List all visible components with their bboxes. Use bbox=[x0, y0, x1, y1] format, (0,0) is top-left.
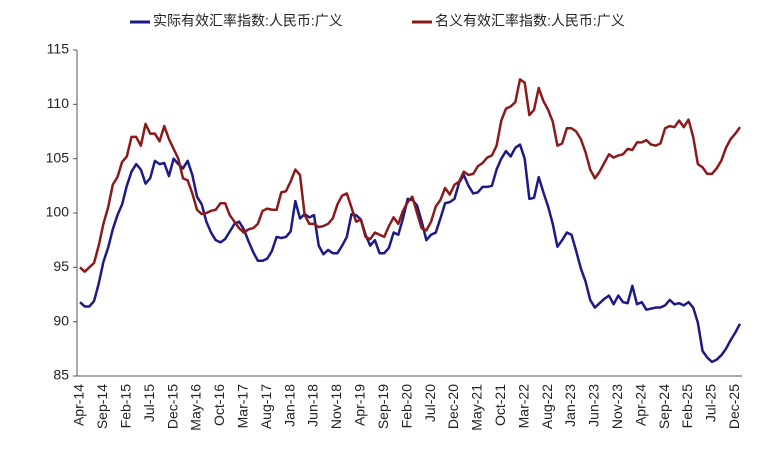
x-tick-label: Jan-23 bbox=[562, 384, 578, 427]
x-tick-label: Aug-22 bbox=[539, 384, 555, 429]
x-tick-label: Jan-18 bbox=[281, 384, 297, 427]
x-tick-label: Aug-17 bbox=[258, 384, 274, 429]
x-tick-label: Apr-24 bbox=[632, 384, 648, 426]
line bbox=[79, 78, 742, 273]
y-tick-label: 100 bbox=[46, 204, 70, 220]
x-tick-label: Dec-25 bbox=[726, 384, 742, 429]
y-tick-label: 90 bbox=[53, 312, 69, 328]
x-tick-label: May-21 bbox=[469, 384, 485, 431]
legend-label: 实际有效汇率指数:人民币:广义 bbox=[153, 13, 343, 29]
x-tick-label: Nov-23 bbox=[609, 384, 625, 429]
x-tick-label: Feb-25 bbox=[679, 384, 695, 429]
x-tick-label: Mar-22 bbox=[515, 384, 531, 429]
y-tick-label: 85 bbox=[53, 367, 69, 383]
x-tick-label: Jun-23 bbox=[586, 384, 602, 427]
legend-label: 名义有效汇率指数:人民币:广义 bbox=[435, 13, 625, 29]
x-tick-label: Jul-20 bbox=[422, 384, 438, 422]
x-tick-label: Oct-16 bbox=[211, 384, 227, 426]
x-tick-label: Nov-18 bbox=[328, 384, 344, 429]
x-tick-label: Oct-21 bbox=[492, 384, 508, 426]
x-tick-label: Apr-14 bbox=[71, 384, 87, 426]
x-tick-label: Sep-24 bbox=[656, 384, 672, 429]
x-tick-label: Feb-20 bbox=[398, 384, 414, 429]
x-tick-label: Feb-15 bbox=[118, 384, 134, 429]
x-tick-label: Jul-15 bbox=[141, 384, 157, 422]
x-tick-label: Mar-17 bbox=[235, 384, 251, 429]
line bbox=[79, 143, 742, 364]
x-tick-label: Sep-19 bbox=[375, 384, 391, 429]
x-tick-label: Jul-25 bbox=[703, 384, 719, 422]
x-tick-label: Apr-19 bbox=[352, 384, 368, 426]
x-tick-label: May-16 bbox=[188, 384, 204, 431]
y-tick-label: 110 bbox=[47, 95, 70, 111]
y-tick-label: 105 bbox=[46, 149, 70, 165]
x-tick-label: Dec-20 bbox=[445, 384, 461, 429]
x-tick-label: Dec-15 bbox=[164, 384, 180, 429]
x-tick-label: Sep-14 bbox=[94, 384, 110, 429]
x-tick-label: Jun-18 bbox=[305, 384, 321, 427]
y-tick-label: 95 bbox=[53, 258, 69, 274]
y-tick-label: 115 bbox=[47, 41, 70, 57]
